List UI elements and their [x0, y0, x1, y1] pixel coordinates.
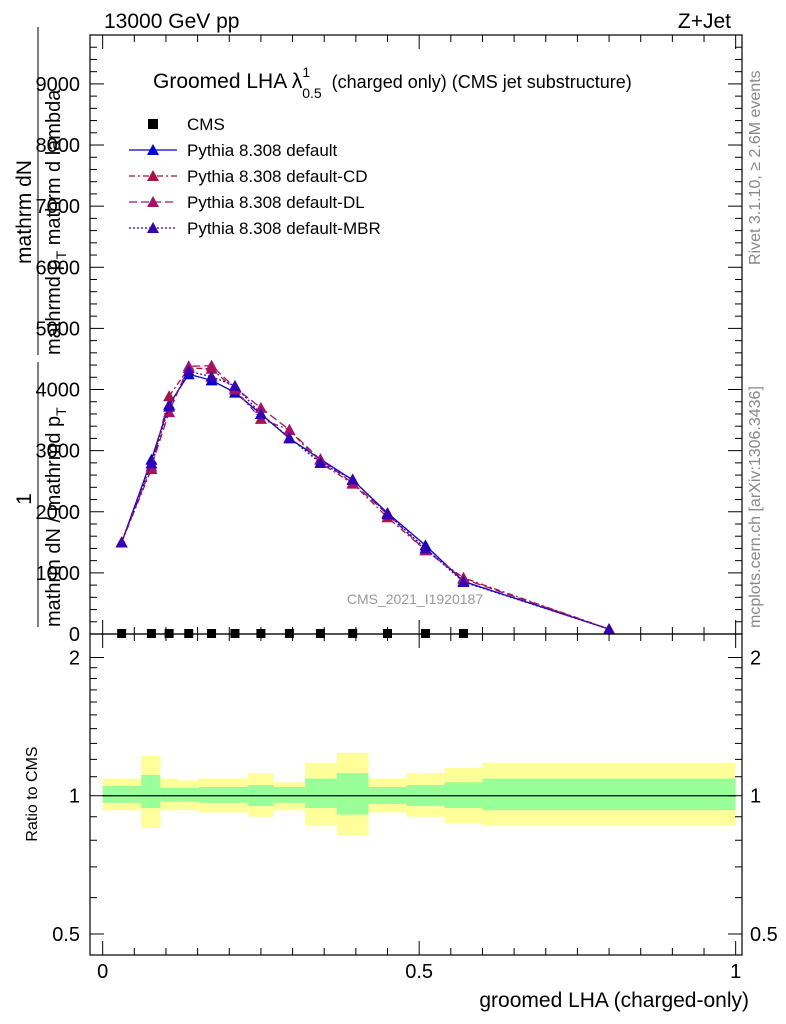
- mcplots-credit-label: mcplots.cern.ch [arXiv:1306.3436]: [747, 386, 764, 628]
- ratio-y-tick-label: 2: [69, 647, 80, 669]
- y-tick-label: 4000: [36, 380, 81, 402]
- ratio-y-tick-label-right: 2: [750, 647, 761, 669]
- legend-label: Pythia 8.308 default-DL: [187, 193, 365, 212]
- series-marker-mbr: [205, 370, 218, 382]
- series-mbr: [115, 365, 616, 635]
- series-marker-dl: [163, 406, 176, 418]
- legend-marker-mbr: [147, 222, 159, 233]
- y-label2-numerator: mathrm dN: [13, 160, 36, 264]
- y-label-numerator: 1: [13, 493, 36, 505]
- series-marker-mbr: [163, 400, 176, 412]
- x-tick-label: 1: [730, 961, 741, 983]
- legend-label: Pythia 8.308 default-MBR: [187, 219, 381, 238]
- y-label2-denominator: mathrmd pT mathrm d lambda: [43, 89, 69, 355]
- series-marker-mbr: [603, 623, 616, 635]
- ratio-y-tick-label-right: 1: [750, 786, 761, 808]
- series-line-mbr: [121, 370, 610, 630]
- ratio-band-inner: [482, 778, 736, 811]
- ratio-plot-frame: [89, 633, 743, 956]
- legend-marker-dl: [147, 196, 159, 207]
- legend-marker-default: [147, 144, 159, 155]
- ratio-band-inner: [198, 786, 223, 803]
- series-marker-mbr: [145, 457, 158, 469]
- series-marker-cd: [163, 390, 176, 402]
- series-marker-mbr: [346, 473, 359, 485]
- ratio-y-tick-label: 0.5: [52, 924, 80, 946]
- legend-marker-cms: [148, 119, 158, 129]
- legend-label: CMS: [187, 115, 225, 134]
- ratio-band-inner: [102, 786, 142, 803]
- ratio-band-inner: [222, 786, 249, 803]
- x-tick-label: 0: [97, 961, 108, 983]
- series-marker-dl: [254, 401, 267, 413]
- y-tick-label: 7000: [36, 196, 81, 218]
- series-marker-mbr: [457, 576, 470, 588]
- y-tick-label: 2000: [36, 502, 81, 524]
- y-tick-label: 6000: [36, 257, 81, 279]
- series-marker-mbr: [283, 431, 296, 443]
- series-marker-mbr: [115, 536, 128, 548]
- legend-label: Pythia 8.308 default: [187, 141, 338, 160]
- ratio-band-inner: [305, 778, 337, 809]
- ratio-y-axis-label: Ratio to CMS: [24, 746, 41, 841]
- series-marker-mbr: [254, 407, 267, 419]
- legend-marker-cd: [147, 170, 159, 181]
- y-tick-label: 3000: [36, 441, 81, 463]
- ratio-band-inner: [160, 787, 179, 802]
- y-tick-label: 5000: [36, 318, 81, 340]
- ratio-band-inner: [336, 773, 369, 815]
- series-line-dl: [121, 365, 610, 630]
- ratio-band-inner: [273, 786, 306, 803]
- ratio-band-inner: [141, 774, 161, 809]
- series-line-cd: [121, 367, 610, 630]
- series-marker-mbr: [182, 365, 195, 377]
- ratio-band-inner: [178, 787, 199, 802]
- y-tick-label: 8000: [36, 135, 81, 157]
- y-tick-label: 0: [69, 624, 80, 646]
- legend: CMS Pythia 8.308 default Pythia 8.308 defa…: [129, 115, 381, 238]
- series-marker-mbr: [419, 542, 432, 554]
- y-axis-label-second: mathrm dN mathrmd pT mathrm d lambda: [13, 27, 69, 355]
- series-marker-dl: [205, 359, 218, 371]
- legend-label: Pythia 8.308 default-CD: [187, 167, 368, 186]
- series-marker-mbr: [228, 379, 241, 391]
- analysis-watermark: CMS_2021_I1920187: [347, 591, 483, 607]
- y-label-denominator: mathrm dN / mathrmd pT: [43, 407, 69, 627]
- chart-title: Groomed LHA λ1 0.5(charged only) (CMS jet…: [153, 64, 632, 101]
- y-axis-label: 1 mathrm dN / mathrmd pT: [13, 362, 69, 627]
- rivet-version-label: Rivet 3.1.10, ≥ 2.6M events: [747, 70, 764, 265]
- series-marker-mbr: [381, 508, 394, 520]
- main-plot-panel: 0 1000 2000 3000 4000 5000 6000 7000 8000 9000 CMS…: [13, 27, 743, 646]
- y-tick-label: 1000: [36, 563, 81, 585]
- series-marker-dl: [283, 423, 296, 435]
- header-energy-label: 13000 GeV pp: [104, 10, 239, 33]
- x-axis-label: groomed LHA (charged-only): [479, 989, 749, 1012]
- ratio-plot-panel: 0.5 0.5 1 1 2 2 0 0.5 1 groomed LHA (charged-only…: [24, 633, 778, 1012]
- y-tick-label: 9000: [36, 74, 81, 96]
- series-marker-mbr: [314, 456, 327, 468]
- ratio-y-tick-label: 1: [69, 786, 80, 808]
- x-tick-label: 0.5: [405, 961, 433, 983]
- ratio-y-tick-label-right: 0.5: [750, 924, 778, 946]
- header-process-label: Z+Jet: [678, 10, 731, 33]
